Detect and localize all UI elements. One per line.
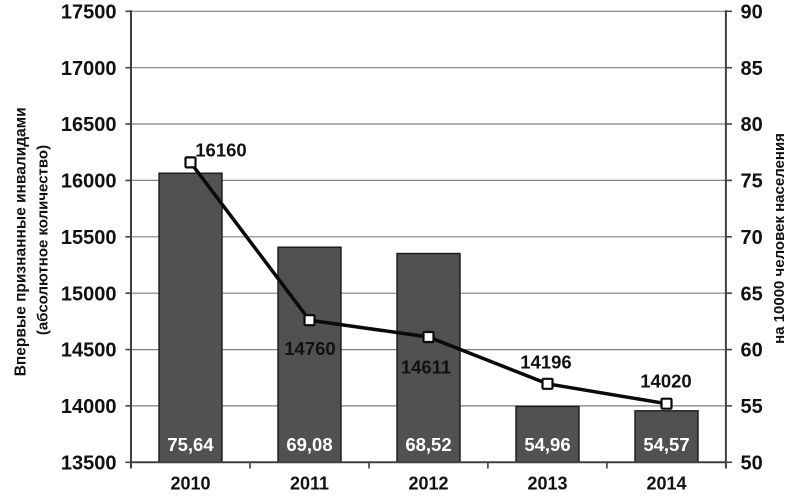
svg-text:17500: 17500 — [61, 1, 117, 23]
svg-text:54,57: 54,57 — [643, 434, 689, 455]
svg-text:54,96: 54,96 — [524, 434, 570, 455]
svg-text:Впервые признанные инвалидами: Впервые признанные инвалидами — [13, 107, 30, 376]
svg-text:2012: 2012 — [408, 474, 448, 494]
svg-text:15000: 15000 — [61, 283, 117, 305]
svg-text:2010: 2010 — [170, 474, 210, 494]
svg-text:15500: 15500 — [61, 227, 117, 249]
svg-text:70: 70 — [741, 227, 763, 249]
svg-text:85: 85 — [741, 58, 763, 80]
svg-text:16000: 16000 — [61, 171, 117, 193]
svg-text:68,52: 68,52 — [405, 434, 451, 455]
svg-text:50: 50 — [741, 452, 763, 474]
svg-text:69,08: 69,08 — [286, 434, 332, 455]
svg-text:75: 75 — [741, 171, 763, 193]
svg-text:14196: 14196 — [520, 352, 571, 373]
svg-text:2014: 2014 — [646, 474, 686, 494]
svg-text:16160: 16160 — [195, 140, 246, 161]
svg-text:16500: 16500 — [61, 114, 117, 136]
svg-text:2013: 2013 — [527, 474, 567, 494]
svg-text:2011: 2011 — [290, 474, 329, 494]
svg-text:75,64: 75,64 — [167, 434, 214, 455]
svg-text:60: 60 — [741, 340, 763, 362]
svg-text:14611: 14611 — [401, 357, 451, 378]
svg-text:90: 90 — [741, 1, 763, 23]
svg-text:14020: 14020 — [640, 371, 691, 392]
svg-text:14500: 14500 — [61, 340, 117, 362]
svg-text:55: 55 — [741, 396, 763, 418]
svg-text:на 10000 человек населения: на 10000 человек населения — [771, 133, 788, 344]
svg-text:13500: 13500 — [61, 452, 117, 474]
svg-text:(абсолютное количество): (абсолютное количество) — [35, 145, 52, 335]
svg-text:14000: 14000 — [61, 396, 117, 418]
svg-text:65: 65 — [741, 283, 763, 305]
svg-text:14760: 14760 — [284, 338, 335, 359]
svg-text:17000: 17000 — [61, 58, 117, 80]
svg-text:80: 80 — [741, 114, 763, 136]
